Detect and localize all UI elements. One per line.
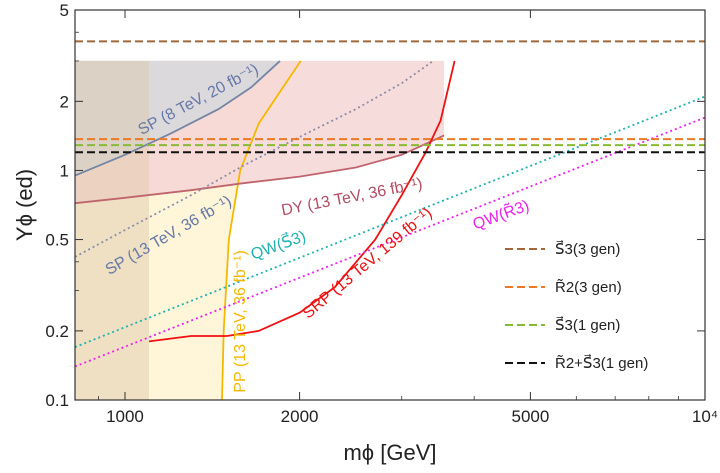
- y-tick-label: 0.5: [45, 231, 69, 250]
- y-tick-label: 0.2: [45, 322, 69, 341]
- y-tick-label: 2: [60, 92, 69, 111]
- y-tick-label: 0.1: [45, 391, 69, 410]
- x-tick-label: 2000: [281, 407, 319, 426]
- series-sp-13-tev-36-fb: [74, 60, 434, 258]
- x-tick-label: 1000: [106, 407, 144, 426]
- y-tick-label: 5: [60, 1, 69, 20]
- axis-ticks: 1000 2000 5000 10⁴ 0.1 0.2 0.5 1 2 5: [45, 1, 718, 426]
- series-qw-s3: [74, 95, 706, 348]
- annotation-pp-13-tev-36-fb: PP (13 TeV, 36 fb⁻¹): [232, 250, 249, 392]
- legend-label: S⃗3(3 gen): [555, 239, 620, 258]
- series-sp-8-tev-20-fb: [74, 60, 281, 177]
- legend: S⃗3(3 gen) R̃2(3 gen) S⃗3(1 gen) R̃2+S⃗3(1 …: [505, 239, 648, 372]
- series-srp-13-tev-139-fb: [148, 60, 456, 343]
- curves: [74, 40, 706, 401]
- legend-label: S⃗3(1 gen): [555, 315, 620, 334]
- x-axis-title: mϕ [GeV]: [343, 440, 436, 465]
- annotation-qw-r-3: QW(R̃3): [470, 195, 532, 234]
- series-dy-13-tev-36-fb: [74, 134, 445, 205]
- x-tick-label: 10⁴: [692, 407, 718, 426]
- y-axis-title: Yϕ (ed): [12, 169, 37, 241]
- exclusion-regions: [75, 60, 445, 401]
- annotation-dy-13-tev-36-fb: DY (13 TeV, 36 fb⁻¹): [280, 175, 424, 219]
- legend-label: R̃2(3 gen): [555, 279, 622, 296]
- series-pp-13-tev-36-fb: [221, 60, 302, 401]
- legend-label: R̃2+S⃗3(1 gen): [555, 353, 648, 372]
- region-low-mass-band: [75, 60, 149, 401]
- y-tick-label: 1: [60, 161, 69, 180]
- region-sp-8-tev-20-fb: [75, 60, 280, 176]
- x-tick-label: 5000: [511, 407, 549, 426]
- annotation-srp-13-tev-139-fb: SRP (13 TeV, 139 fb⁻¹): [300, 205, 436, 323]
- plot-frame: [74, 9, 706, 401]
